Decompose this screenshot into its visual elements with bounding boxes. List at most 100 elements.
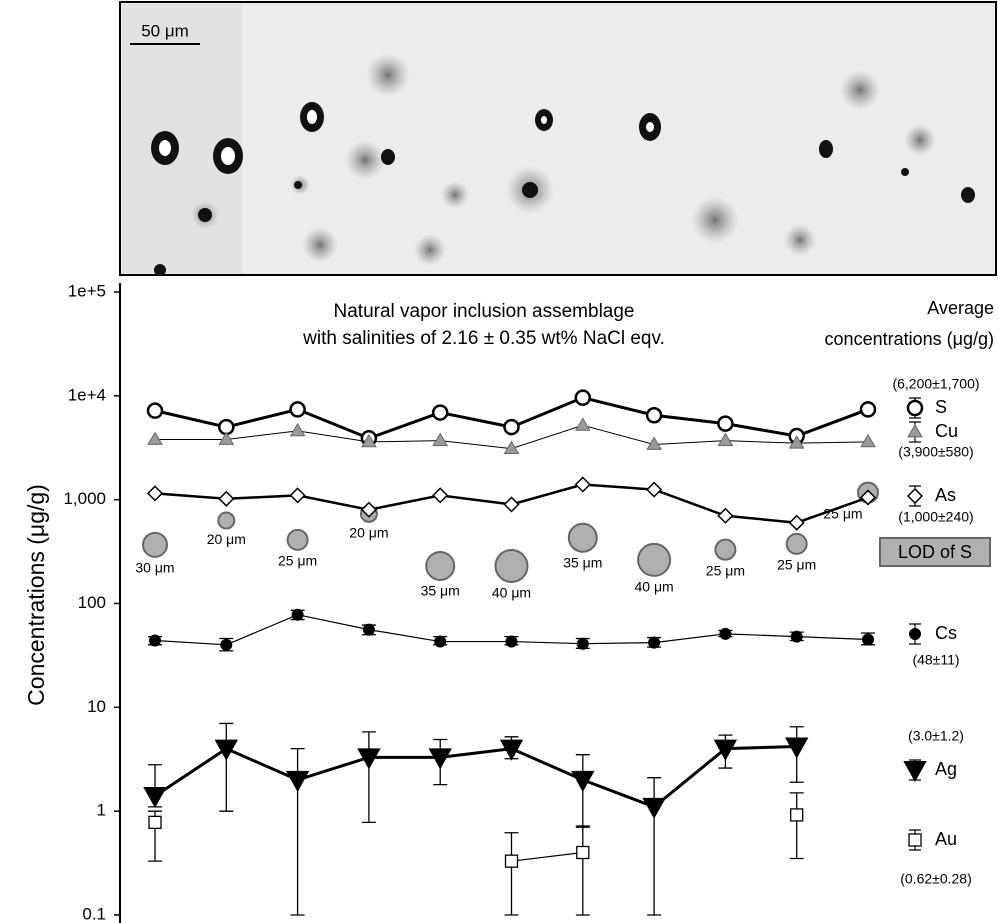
lod-size-label: 40 μm xyxy=(492,585,531,601)
legend-entry: As (1,000±240) xyxy=(898,485,973,525)
lod-circle xyxy=(425,550,456,581)
marker xyxy=(790,808,804,822)
marker xyxy=(361,433,377,448)
marker xyxy=(289,401,306,418)
series-line xyxy=(154,744,797,809)
series xyxy=(146,389,877,447)
marker xyxy=(859,489,877,506)
marker xyxy=(642,797,666,819)
marker xyxy=(291,608,304,621)
marker xyxy=(218,431,235,445)
marker xyxy=(214,739,238,761)
marker xyxy=(285,770,310,792)
marker xyxy=(432,487,449,504)
y-tick-label: 1e+4 xyxy=(68,385,106,404)
marker xyxy=(646,481,663,498)
legend-label: S xyxy=(935,397,947,417)
lod-circle xyxy=(217,511,236,530)
shading xyxy=(122,4,242,273)
marker xyxy=(907,424,923,438)
legend-average: (3,900±580) xyxy=(898,444,973,460)
legend-average: (6,200±1,700) xyxy=(892,376,979,392)
y-tick-label: 1,000 xyxy=(63,489,106,508)
legend-average: (1,000±240) xyxy=(898,509,973,525)
y-tick-label: 1 xyxy=(97,801,106,820)
error-bar xyxy=(575,825,590,916)
legend-label: Ag xyxy=(935,759,957,779)
lod-circle xyxy=(714,538,737,561)
marker xyxy=(218,490,235,507)
chart-subtitle: with salinities of 2.16 ± 0.35 wt% NaCl … xyxy=(302,328,665,349)
lod-size-label: 25 μm xyxy=(706,562,745,578)
marker xyxy=(790,630,803,643)
marker xyxy=(146,402,164,419)
marker xyxy=(717,432,734,447)
lod-circle xyxy=(785,532,808,555)
marker xyxy=(148,815,162,830)
marker xyxy=(719,627,732,640)
error-bar xyxy=(789,792,804,860)
marker xyxy=(908,833,922,847)
series xyxy=(147,417,876,455)
legend-entry: Cu (3,900±580) xyxy=(898,421,973,460)
marker xyxy=(503,496,520,513)
series xyxy=(146,476,877,531)
marker xyxy=(431,404,449,421)
marker xyxy=(646,436,662,450)
marker xyxy=(713,739,738,761)
marker xyxy=(717,507,734,524)
marker xyxy=(859,401,877,418)
marker xyxy=(432,432,449,447)
legend-entry: Au (0.62±0.28) xyxy=(900,829,972,887)
y-tick-label: 10 xyxy=(87,697,106,716)
marker xyxy=(360,501,377,518)
marker xyxy=(909,628,921,640)
y-tick-label: 0.1 xyxy=(82,904,106,923)
y-tick-label: 100 xyxy=(78,593,106,612)
micrograph: 50 μm xyxy=(119,1,997,276)
inclusion-highlights xyxy=(159,110,654,165)
chart-title: Natural vapor inclusion assemblage xyxy=(334,301,635,322)
lod-size-label: 35 μm xyxy=(421,583,460,599)
marker xyxy=(289,422,306,437)
legend-label: As xyxy=(935,485,956,505)
marker xyxy=(574,389,592,406)
lod-circle xyxy=(494,548,529,583)
marker xyxy=(903,761,927,783)
blurred-inclusions xyxy=(191,53,936,266)
error-bar xyxy=(219,722,234,812)
marker xyxy=(149,634,161,647)
y-axis-label: Concentrations (μg/g) xyxy=(23,484,49,706)
y-tick-label: 1e+5 xyxy=(68,281,106,300)
marker xyxy=(357,748,381,770)
marker xyxy=(143,786,167,809)
marker xyxy=(499,739,524,761)
marker xyxy=(906,399,924,417)
lod-size-label: 20 μm xyxy=(207,531,246,547)
marker xyxy=(648,636,661,649)
marker xyxy=(574,476,591,493)
marker xyxy=(503,440,520,455)
lod-size-label: 25 μm xyxy=(823,505,862,521)
lod-circle xyxy=(637,542,672,577)
marker xyxy=(788,435,805,449)
lod-legend-box xyxy=(879,537,991,567)
lod-size-label: 25 μm xyxy=(278,553,317,569)
lod-size-label: 40 μm xyxy=(634,579,673,595)
marker xyxy=(576,637,589,650)
series xyxy=(148,792,804,916)
marker xyxy=(362,623,375,636)
lod-size-label: 35 μm xyxy=(563,554,602,570)
marker xyxy=(434,635,447,648)
legend-entry: S (6,200±1,700) xyxy=(892,376,980,419)
marker xyxy=(147,431,163,445)
marker xyxy=(906,487,924,505)
micrograph-frame xyxy=(119,1,997,276)
scale-bar-label: 50 μm xyxy=(141,21,189,40)
legend-average: (0.62±0.28) xyxy=(900,871,972,887)
marker xyxy=(503,418,520,436)
marker xyxy=(428,748,452,770)
legend-label: Cu xyxy=(935,421,958,441)
